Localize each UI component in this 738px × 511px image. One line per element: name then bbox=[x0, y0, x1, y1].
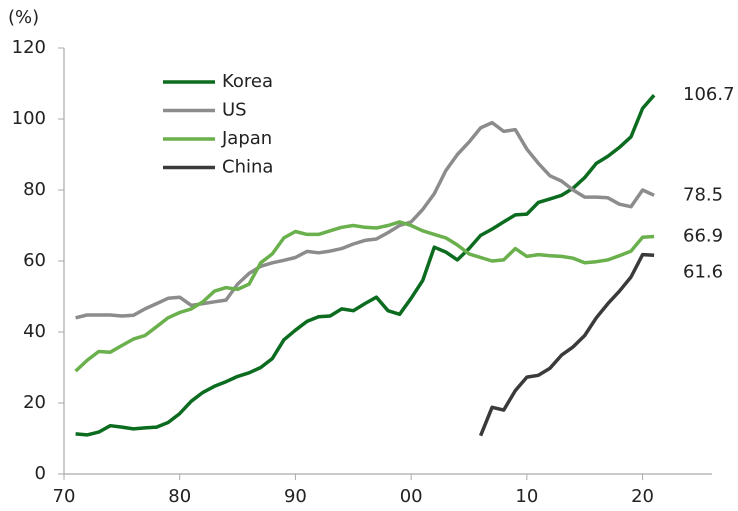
end-label: 61.6 bbox=[683, 261, 723, 282]
y-tick-label: 20 bbox=[23, 392, 46, 413]
y-tick-label: 40 bbox=[23, 321, 46, 342]
series-line bbox=[478, 252, 655, 437]
x-tick-label: 20 bbox=[631, 486, 654, 507]
end-label: 106.7 bbox=[683, 84, 735, 105]
legend-label: China bbox=[222, 157, 273, 178]
end-label: 66.9 bbox=[683, 226, 723, 247]
x-tick-label: 90 bbox=[284, 486, 307, 507]
x-tick-label: 80 bbox=[168, 486, 191, 507]
series-line bbox=[75, 120, 655, 320]
series-line bbox=[75, 94, 656, 437]
x-tick-label: 10 bbox=[515, 486, 538, 507]
legend-label: US bbox=[222, 100, 247, 121]
y-unit: (%) bbox=[8, 7, 39, 28]
x-tick-label: 70 bbox=[53, 486, 76, 507]
end-label: 78.5 bbox=[683, 184, 723, 205]
legend-label: Korea bbox=[222, 71, 273, 92]
x-tick-label: 00 bbox=[400, 486, 423, 507]
y-tick-label: 100 bbox=[12, 108, 46, 129]
y-tick-label: 0 bbox=[35, 463, 46, 484]
y-tick-label: 60 bbox=[23, 250, 46, 271]
series-line bbox=[74, 220, 655, 373]
y-tick-label: 120 bbox=[12, 37, 46, 58]
y-tick-label: 80 bbox=[23, 179, 46, 200]
legend-label: Japan bbox=[221, 128, 272, 149]
